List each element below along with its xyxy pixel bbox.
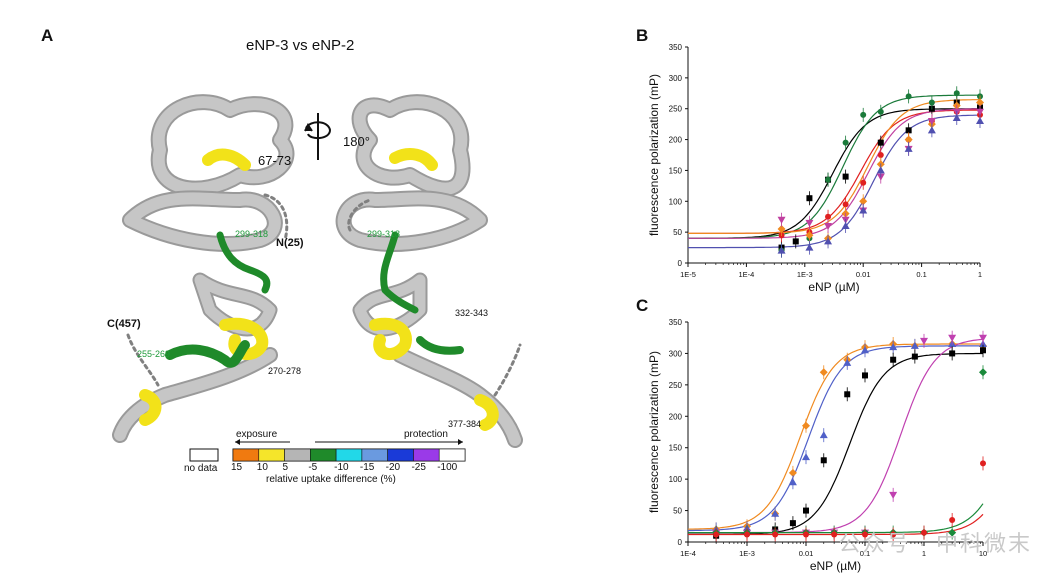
x-tick-label: 1E-3 <box>797 270 813 279</box>
x-tick-label: 10 <box>979 549 987 558</box>
legend-tick-label: 10 <box>256 462 268 473</box>
legend-swatch <box>284 448 311 462</box>
x-tick-label: 1 <box>978 270 982 279</box>
x-tick-label: 0.1 <box>860 549 870 558</box>
x-tick-label: 1E-5 <box>680 270 696 279</box>
y-tick-label: 300 <box>669 349 683 358</box>
label-332-343: 332-343 <box>455 308 489 318</box>
y-tick-label: 50 <box>673 228 682 237</box>
x-axis-label: eNP (µM) <box>808 280 859 294</box>
y-tick-label: 250 <box>669 105 683 114</box>
legend-swatch <box>310 448 337 462</box>
fit-curve <box>688 114 981 249</box>
label-n-term: N(25) <box>276 237 304 249</box>
chart-b: 0 50 100 150 200 250 300 350 1E-5 1E-4 1E-3 0.01 0.1… <box>647 43 984 294</box>
legend-exposure-label: exposure <box>236 429 278 440</box>
x-tick-label: 1E-4 <box>680 549 696 558</box>
legend-swatch <box>413 448 440 462</box>
legend-colorbar <box>189 439 466 462</box>
label-270-278: 270-278 <box>268 366 302 376</box>
x-axis-label: eNP (µM) <box>810 559 861 573</box>
legend-tick-label: -25 <box>411 462 426 473</box>
y-tick-label: 200 <box>669 412 683 421</box>
y-tick-label: 0 <box>678 538 683 547</box>
legend-swatch <box>387 448 414 462</box>
y-tick-label: 300 <box>669 74 683 83</box>
y-tick-label: 100 <box>669 197 683 206</box>
left-molecule <box>112 94 295 443</box>
legend-swatch <box>361 448 388 462</box>
watermark: 公众号 · 中科微末 <box>838 531 1032 556</box>
y-tick-label: 350 <box>669 43 683 52</box>
fit-curve <box>688 99 981 234</box>
label-255-269: 255-269 <box>137 349 171 359</box>
panel-b-letter: B <box>636 26 649 45</box>
label-299-318-left: 299-318 <box>235 229 269 239</box>
y-tick-label: 100 <box>669 475 683 484</box>
y-tick-label: 350 <box>669 318 683 327</box>
legend-tick-label: -5 <box>308 462 318 473</box>
panel-c-letter: C <box>636 296 649 315</box>
panel-a-title: eNP-3 vs eNP-2 <box>246 37 355 54</box>
legend-tick-label: -10 <box>334 462 349 473</box>
y-tick-label: 250 <box>669 381 683 390</box>
fit-curve <box>688 108 980 239</box>
legend-swatch <box>232 448 260 462</box>
x-tick-label: 0.1 <box>916 270 926 279</box>
label-67-73: 67-73 <box>258 153 292 168</box>
legend-protection-label: protection <box>404 429 448 440</box>
chart-c: 0 50 100 150 200 250 300 350 1E-4 1E-3 0.01 0.1 1 10 e… <box>647 318 987 573</box>
x-tick-label: 0.01 <box>856 270 871 279</box>
fit-curve <box>688 338 984 534</box>
legend-no-data-label: no data <box>184 463 218 474</box>
fit-curve <box>688 352 983 535</box>
legend-swatch <box>438 448 466 462</box>
label-c-term: C(457) <box>107 318 141 330</box>
y-tick-label: 50 <box>673 507 682 516</box>
rotation-arrow-icon <box>304 113 332 160</box>
y-tick-label: 200 <box>669 136 683 145</box>
panel-a-letter: A <box>41 26 54 45</box>
legend-tick-label: -20 <box>385 462 401 473</box>
legend-tick-label: -100 <box>437 462 458 473</box>
label-299-318-right: 299-318 <box>367 229 401 239</box>
y-axis-label: fluorescence polarization (mP) <box>647 74 661 236</box>
rotation-label: 180° <box>343 134 370 149</box>
legend-swatch <box>258 448 285 462</box>
legend-tick-label: 15 <box>231 462 243 473</box>
y-tick-label: 0 <box>678 259 683 268</box>
legend-tick-label: 5 <box>282 462 289 473</box>
legend-caption: relative uptake difference (%) <box>266 474 396 485</box>
label-377-384: 377-384 <box>448 419 482 429</box>
y-tick-label: 150 <box>669 444 683 453</box>
x-tick-label: 0.01 <box>799 549 814 558</box>
legend-no-data-swatch <box>189 448 219 462</box>
y-tick-label: 150 <box>669 166 683 175</box>
protein-structure-figure <box>112 94 523 462</box>
fit-curve <box>688 108 980 239</box>
fit-curve <box>688 345 983 532</box>
legend-tick-label: -15 <box>359 462 375 473</box>
legend-swatch <box>335 448 363 462</box>
y-axis-label: fluorescence polarization (mP) <box>647 351 661 513</box>
x-tick-label: 1 <box>922 549 926 558</box>
x-tick-label: 1E-4 <box>738 270 754 279</box>
right-molecule <box>335 94 523 448</box>
x-tick-label: 1E-3 <box>739 549 755 558</box>
fit-curve <box>687 343 983 530</box>
